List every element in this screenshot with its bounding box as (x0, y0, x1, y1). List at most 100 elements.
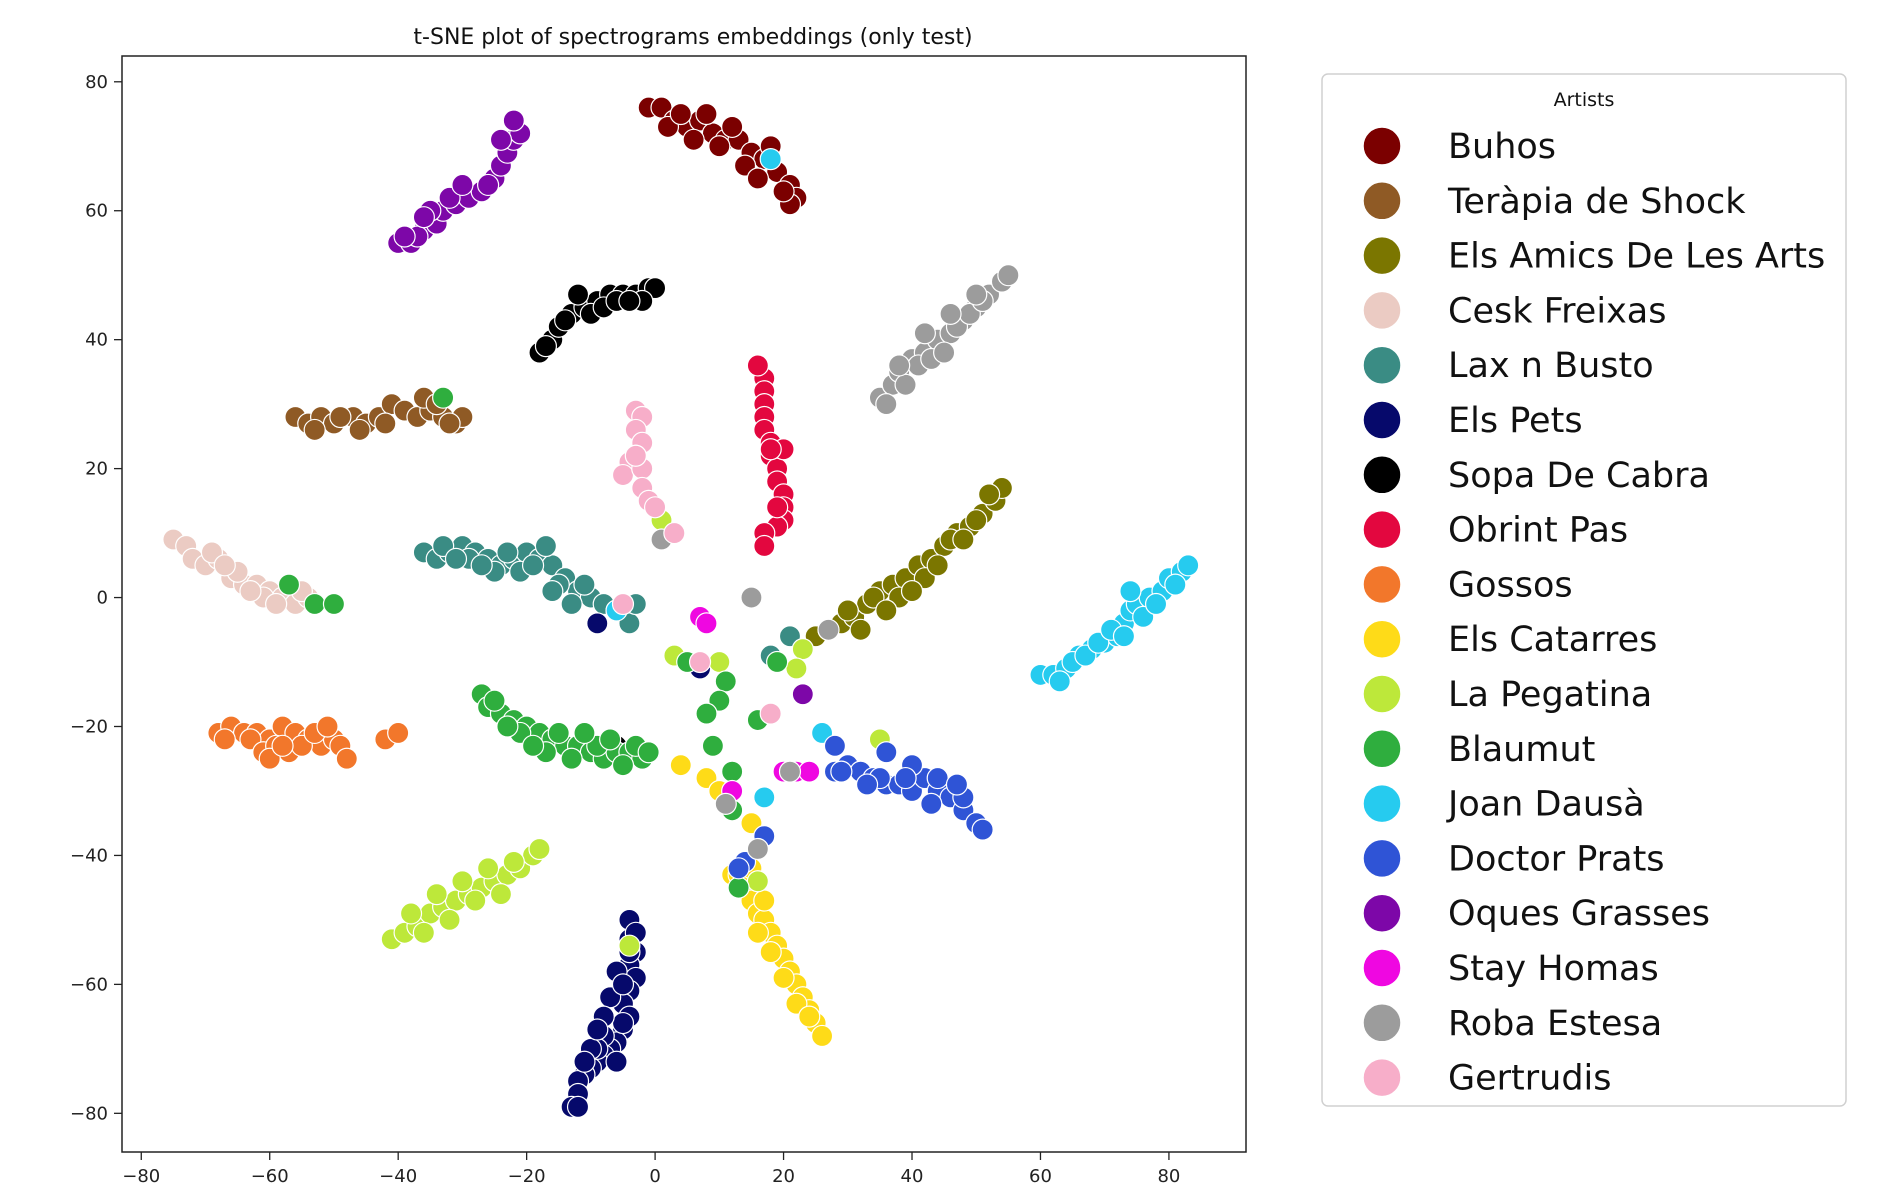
data-point (766, 650, 789, 674)
legend-marker (1362, 674, 1402, 714)
series-gossos (207, 715, 410, 770)
data-point (265, 592, 288, 616)
legend-item-buhos: Buhos (1362, 126, 1556, 167)
y-tick-label: 60 (85, 201, 108, 222)
data-point (753, 786, 776, 809)
data-point (611, 754, 635, 777)
y-tick-label: 20 (85, 459, 108, 480)
series-els-catarres (669, 754, 834, 1048)
legend-item-els-catarres: Els Catarres (1362, 619, 1657, 660)
data-point (573, 1050, 596, 1073)
data-point (753, 889, 776, 912)
data-point (605, 1050, 628, 1073)
data-point (791, 683, 814, 706)
legend-label: Gertrudis (1448, 1059, 1612, 1099)
data-point (701, 734, 725, 757)
data-point (669, 102, 692, 126)
legend-marker (1362, 619, 1402, 659)
legend-marker (1362, 345, 1402, 385)
data-point (791, 638, 814, 661)
series-oques-grasses (387, 109, 814, 706)
data-point (746, 167, 769, 190)
series-buhos (637, 96, 808, 216)
series-gertrudis (611, 399, 782, 725)
data-point (432, 386, 455, 409)
data-point (611, 592, 635, 616)
data-point (322, 592, 346, 616)
legend-label: Doctor Prats (1448, 839, 1665, 879)
legend-item-terapia-de-shock: Teràpia de Shock (1362, 181, 1746, 222)
y-tick-label: 0 (97, 588, 108, 609)
data-point (502, 850, 525, 873)
data-point (303, 418, 326, 442)
data-point (618, 934, 641, 957)
data-point (464, 889, 487, 912)
data-point (393, 225, 416, 248)
data-point (1112, 625, 1136, 648)
legend-label: Buhos (1448, 127, 1556, 167)
data-point (599, 728, 622, 751)
legend-marker (1362, 893, 1402, 933)
legend-label: Roba Estesa (1448, 1004, 1662, 1044)
series-la-pegatina (380, 509, 891, 957)
data-point (875, 599, 898, 622)
data-point (213, 728, 236, 751)
data-point (1119, 580, 1142, 603)
data-point (945, 773, 969, 796)
data-point (611, 1011, 635, 1035)
data-point (772, 180, 795, 203)
data-point (554, 309, 577, 332)
legend-label: Teràpia de Shock (1447, 182, 1746, 222)
data-point (785, 657, 808, 680)
data-point (489, 883, 513, 906)
data-point (496, 541, 519, 564)
legend-label: Els Pets (1448, 401, 1583, 441)
legend-marker (1362, 1003, 1402, 1043)
data-point (766, 496, 789, 519)
data-point (534, 335, 558, 358)
data-point (547, 721, 570, 745)
legend-marker (1362, 290, 1402, 331)
data-point (586, 612, 609, 635)
series-blaumut (277, 386, 789, 899)
data-point (335, 747, 358, 770)
data-point (534, 534, 558, 558)
y-tick-label: 80 (85, 72, 108, 93)
data-point (952, 528, 975, 551)
data-point (1048, 670, 1071, 693)
legend-label: La Pegatina (1448, 675, 1652, 715)
legend-item-els-pets: Els Pets (1362, 400, 1583, 441)
data-point (727, 876, 750, 899)
data-point (541, 580, 564, 603)
y-tick-label: −80 (70, 1103, 108, 1124)
legend-item-la-pegatina: La Pegatina (1362, 674, 1652, 715)
legend-marker (1362, 948, 1402, 988)
data-point (888, 354, 911, 377)
legend-label: Els Catarres (1448, 620, 1657, 660)
legend-marker (1362, 509, 1402, 550)
series-sopa-de-cabra (528, 276, 667, 757)
data-point (489, 128, 513, 151)
legend-item-stay-homas: Stay Homas (1362, 948, 1659, 989)
x-tick-label: −20 (508, 1166, 546, 1187)
legend-label: Obrint Pas (1448, 511, 1628, 551)
data-point (721, 115, 744, 139)
chart-title: t-SNE plot of spectrograms embeddings (o… (413, 25, 972, 50)
data-point (669, 754, 692, 777)
data-point (926, 554, 949, 577)
data-point (965, 509, 988, 532)
data-point (1177, 554, 1200, 577)
x-tick-label: −80 (122, 1166, 160, 1187)
legend-item-oques-grasses: Oques Grasses (1362, 893, 1710, 934)
legend-marker (1362, 564, 1402, 605)
data-point (477, 857, 500, 880)
x-tick-label: −40 (379, 1166, 417, 1187)
data-point (348, 418, 371, 442)
legend-marker (1362, 783, 1402, 824)
data-point (714, 670, 737, 693)
data-point (470, 554, 493, 577)
data-point (708, 650, 731, 674)
data-point (926, 766, 949, 790)
data-point (618, 289, 641, 313)
legend: Artists Buhos Teràpia de Shock Els Amics D… (1321, 73, 1847, 1107)
